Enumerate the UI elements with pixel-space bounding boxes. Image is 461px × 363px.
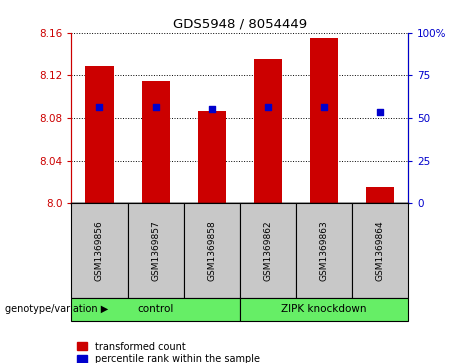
Title: GDS5948 / 8054449: GDS5948 / 8054449 [173, 17, 307, 30]
Bar [366, 187, 394, 203]
Point [376, 109, 384, 114]
Point [320, 105, 327, 110]
Text: GSM1369857: GSM1369857 [151, 220, 160, 281]
Point [96, 105, 103, 110]
Point [152, 105, 160, 110]
Text: GSM1369858: GSM1369858 [207, 220, 216, 281]
Bar [198, 110, 226, 203]
Bar [310, 38, 338, 203]
Text: GSM1369862: GSM1369862 [263, 220, 272, 281]
Bar [254, 59, 282, 203]
Bar [85, 66, 113, 203]
Point [264, 105, 272, 110]
Text: control: control [137, 305, 174, 314]
Text: GSM1369864: GSM1369864 [375, 220, 384, 281]
Text: ZIPK knockdown: ZIPK knockdown [281, 305, 366, 314]
Legend: transformed count, percentile rank within the sample: transformed count, percentile rank withi… [77, 340, 261, 363]
Text: genotype/variation ▶: genotype/variation ▶ [5, 305, 108, 314]
Bar [142, 81, 170, 203]
Text: GSM1369863: GSM1369863 [319, 220, 328, 281]
Point [208, 107, 215, 113]
Text: GSM1369856: GSM1369856 [95, 220, 104, 281]
